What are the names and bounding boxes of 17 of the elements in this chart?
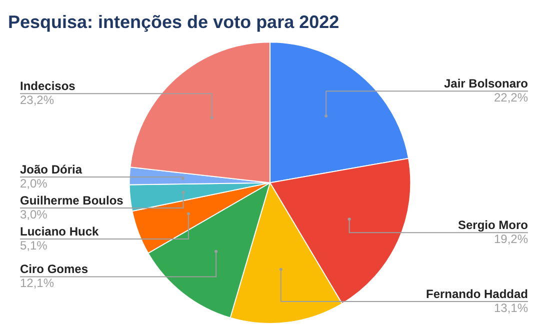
slice-label: Jair Bolsonaro	[444, 76, 528, 90]
data-label: 3,0%	[20, 207, 48, 222]
data-label: 2,0%	[20, 176, 48, 190]
slice-label: Sergio Moro	[458, 218, 528, 232]
data-label: 22,2%	[494, 90, 528, 104]
data-label: 13,1%	[494, 300, 528, 315]
slice-label: Indecisos	[20, 78, 76, 93]
data-label: 19,2%	[494, 232, 528, 246]
slice-label: Luciano Huck	[20, 224, 100, 238]
slice-label: Ciro Gomes	[20, 262, 88, 276]
slice-label: João Dória	[20, 162, 82, 176]
slice-label: Guilherme Boulos	[20, 193, 124, 208]
data-label: 5,1%	[20, 238, 48, 252]
slice-label: Fernando Haddad	[426, 286, 528, 301]
data-label: 12,1%	[20, 276, 54, 290]
data-label: 23,2%	[20, 92, 54, 107]
chart-title: Pesquisa: intenções de voto para 2022	[8, 12, 340, 32]
